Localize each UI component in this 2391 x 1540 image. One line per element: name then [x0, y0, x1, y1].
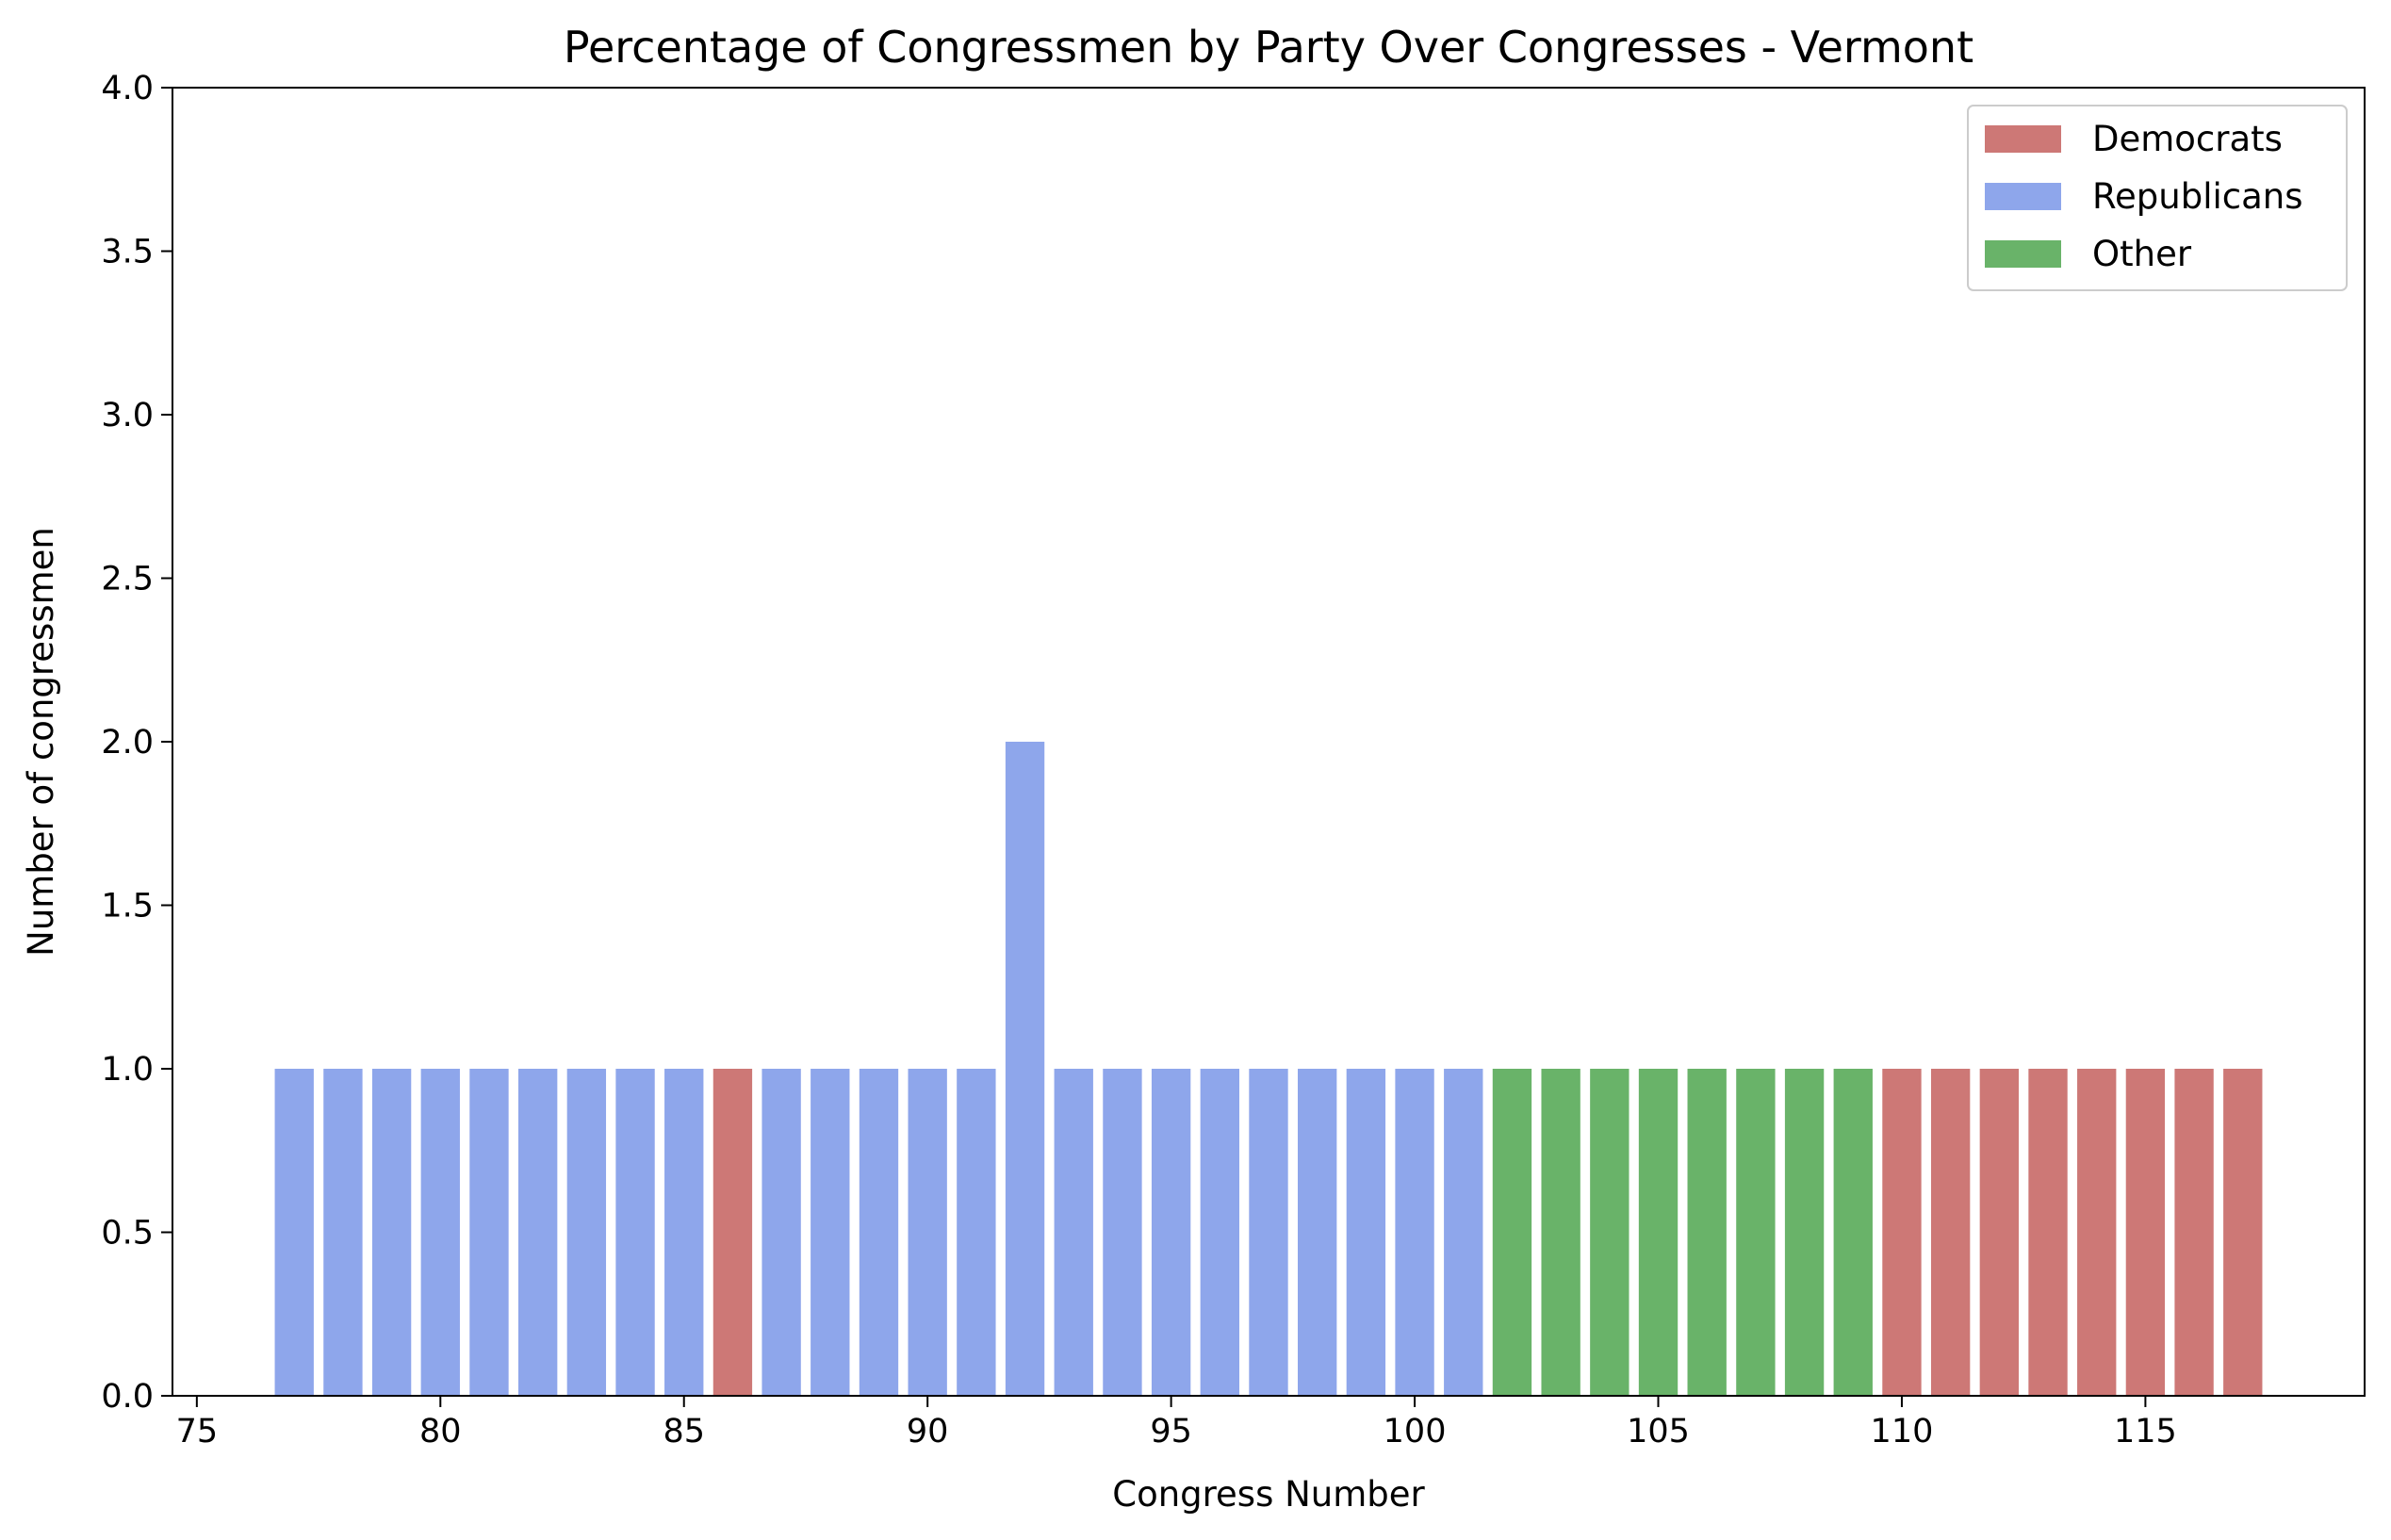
legend-label-republicans: Republicans [2092, 176, 2303, 217]
y-tick-label: 2.5 [101, 561, 154, 598]
y-tick-label: 3.0 [101, 397, 154, 434]
x-tick-label: 105 [1627, 1413, 1690, 1450]
bar-republicans-82 [517, 1069, 558, 1396]
x-tick-label: 100 [1384, 1413, 1447, 1450]
bar-republicans-94 [1103, 1069, 1142, 1396]
bar-republicans-99 [1346, 1069, 1386, 1396]
x-tick-label: 90 [907, 1413, 949, 1450]
bar-republicans-92 [1005, 742, 1045, 1396]
bar-other-109 [1833, 1069, 1873, 1396]
bars-group [274, 742, 2263, 1396]
legend: Democrats Republicans Other [1967, 105, 2348, 291]
bar-republicans-95 [1151, 1069, 1191, 1396]
bar-republicans-81 [469, 1069, 509, 1396]
bar-democrats-114 [2077, 1069, 2117, 1396]
bar-democrats-113 [2028, 1069, 2068, 1396]
legend-label-democrats: Democrats [2092, 119, 2283, 159]
y-ticks: 0.0 0.5 1.0 1.5 2.0 2.5 3.0 3.5 4.0 [101, 70, 172, 1416]
y-tick-label: 2.0 [101, 724, 154, 762]
bar-republicans-84 [615, 1069, 655, 1396]
bar-democrats-112 [1979, 1069, 2020, 1396]
bar-republicans-88 [811, 1069, 850, 1396]
bar-republicans-89 [859, 1069, 899, 1396]
bar-democrats-86 [712, 1069, 753, 1396]
bar-republicans-93 [1054, 1069, 1093, 1396]
bar-other-102 [1492, 1069, 1532, 1396]
bar-republicans-87 [762, 1069, 801, 1396]
bar-republicans-100 [1395, 1069, 1434, 1396]
bar-other-107 [1736, 1069, 1776, 1396]
bar-republicans-78 [323, 1069, 363, 1396]
x-ticks: 75 80 85 90 95 100 105 110 115 [176, 1396, 2177, 1450]
x-axis-label: Congress Number [1112, 1474, 1425, 1515]
bar-republicans-77 [274, 1069, 314, 1396]
bar-other-103 [1541, 1069, 1580, 1396]
y-tick-label: 4.0 [101, 70, 154, 107]
bar-other-104 [1590, 1069, 1629, 1396]
legend-swatch-other [1985, 240, 2061, 268]
y-tick-label: 3.5 [101, 234, 154, 271]
legend-frame [1967, 105, 2348, 291]
x-tick-label: 85 [663, 1413, 705, 1450]
bar-republicans-85 [664, 1069, 704, 1396]
bar-democrats-111 [1930, 1069, 1971, 1396]
bar-republicans-97 [1249, 1069, 1288, 1396]
legend-swatch-democrats [1985, 125, 2061, 153]
bar-other-106 [1687, 1069, 1727, 1396]
y-tick-label: 0.0 [101, 1378, 154, 1416]
bar-republicans-83 [566, 1069, 607, 1396]
y-tick-label: 0.5 [101, 1215, 154, 1253]
bar-republicans-98 [1298, 1069, 1337, 1396]
legend-label-other: Other [2092, 234, 2192, 274]
bar-democrats-117 [2223, 1069, 2263, 1396]
chart-title: Percentage of Congressmen by Party Over … [564, 22, 1973, 73]
y-axis-label: Number of congressmen [21, 527, 61, 957]
bar-other-108 [1784, 1069, 1825, 1396]
x-tick-label: 75 [176, 1413, 219, 1450]
bar-republicans-90 [908, 1069, 947, 1396]
legend-swatch-republicans [1985, 183, 2061, 210]
bar-republicans-79 [371, 1069, 412, 1396]
bar-democrats-116 [2174, 1069, 2214, 1396]
bar-republicans-80 [420, 1069, 460, 1396]
bar-republicans-96 [1200, 1069, 1239, 1396]
y-tick-label: 1.0 [101, 1051, 154, 1089]
bar-republicans-101 [1444, 1069, 1483, 1396]
x-tick-label: 95 [1150, 1413, 1192, 1450]
bar-democrats-115 [2125, 1069, 2166, 1396]
x-tick-label: 110 [1871, 1413, 1934, 1450]
x-tick-label: 80 [419, 1413, 462, 1450]
bar-republicans-91 [957, 1069, 996, 1396]
bar-other-105 [1638, 1069, 1679, 1396]
x-tick-label: 115 [2114, 1413, 2177, 1450]
bar-democrats-110 [1882, 1069, 1922, 1396]
y-tick-label: 1.5 [101, 888, 154, 926]
